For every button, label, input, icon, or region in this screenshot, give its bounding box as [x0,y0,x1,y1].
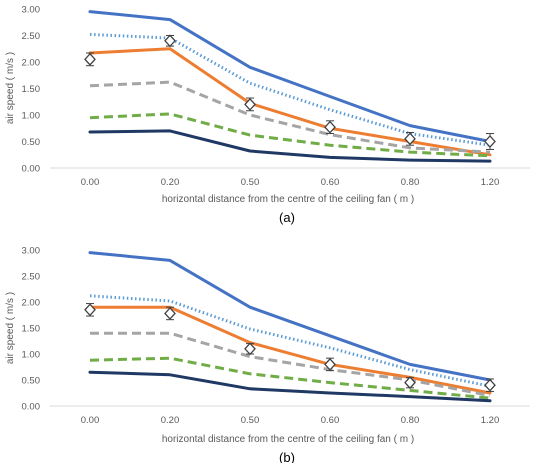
series-line-2 [89,32,491,147]
measured-point-marker [484,135,496,148]
y-tick-label: 0.00 [22,164,41,175]
series-line-3 [88,47,492,157]
chart-panel-b: 0.00 0.50 1.00 1.50 2.00 2.50 3.00 0.00 0.20 0.50… [5,246,530,463]
x-tick-label: 0.60 [321,415,340,426]
measured-point-marker [84,303,96,317]
x-tick-label: 0.50 [241,415,260,426]
series-line-5 [89,112,491,158]
x-tick-label: 0.50 [241,177,260,188]
y-tick-label: 3.00 [22,5,41,16]
series-line-4 [90,331,491,398]
y-tick-label: 0.00 [22,402,41,413]
y-tick-label: 2.00 [22,298,41,309]
x-axis-title: horizontal distance from the centre of t… [162,434,414,445]
series-line-1 [88,10,492,143]
series-line-6 [88,370,492,403]
measured-point-marker [164,34,176,48]
y-tick-label: 1.50 [22,84,41,95]
panel-label: (b) [279,450,295,463]
y-tick-label: 3.00 [22,246,41,257]
x-tick-label: 0.00 [81,415,100,426]
y-tick-label: 0.50 [22,376,41,387]
y-tick-label: 1.00 [22,111,41,122]
x-tick-label: 0.80 [401,177,420,188]
x-tick-label: 0.80 [401,415,420,426]
series-line-2 [89,294,491,388]
measured-point-marker [404,376,416,390]
measured-point-marker [324,120,336,134]
y-axis-title: air speed ( m/s ) [5,292,16,364]
series-line-6 [88,129,492,163]
measured-point-marker [164,306,176,320]
y-tick-label: 2.50 [22,272,41,283]
measured-point-marker [244,97,256,111]
y-tick-label: 2.00 [22,58,41,69]
y-tick-label: 0.50 [22,137,41,148]
y-axis-title: air speed ( m/s ) [5,52,16,124]
y-tick-label: 2.50 [22,31,41,42]
panel-label: (a) [279,210,295,225]
x-tick-label: 0.00 [81,177,100,188]
x-tick-label: 1.20 [481,415,500,426]
series-line-5 [89,356,491,400]
series-line-1 [88,251,492,382]
y-tick-label: 1.50 [22,324,41,335]
x-tick-label: 1.20 [481,177,500,188]
measured-point-marker [484,378,496,392]
x-tick-label: 0.60 [321,177,340,188]
x-tick-label: 0.20 [161,177,180,188]
chart-panel-a: 0.00 0.50 1.00 1.50 2.00 2.50 3.00 0.00 0.20 0.50… [5,5,530,225]
series-line-4 [89,80,491,154]
measured-point-marker [244,342,256,356]
y-tick-label: 1.00 [22,350,41,361]
series-line-3 [88,305,492,395]
x-axis-title: horizontal distance from the centre of t… [162,194,414,205]
x-tick-label: 0.20 [161,415,180,426]
measured-point-marker [324,357,336,371]
measured-point-marker [84,52,96,66]
measured-point-marker [404,132,416,146]
